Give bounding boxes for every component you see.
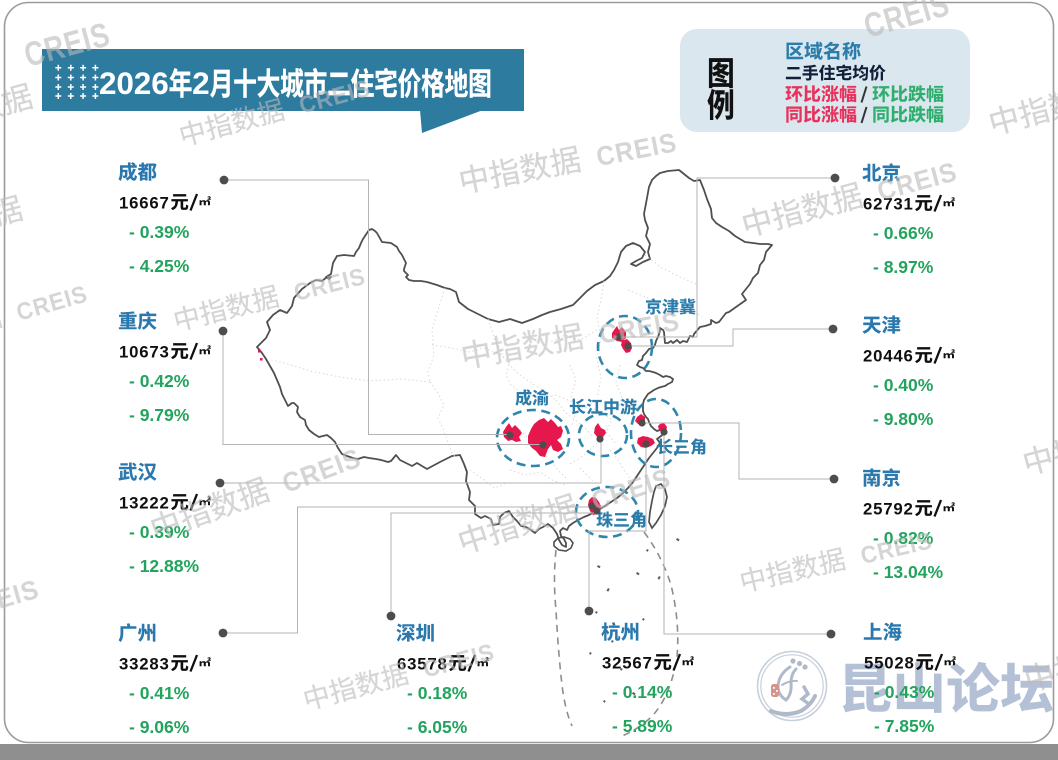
svg-text:- 0.39%: - 0.39% [129,222,190,242]
svg-text:2: 2 [192,65,210,101]
svg-text:20446: 20446 [863,347,914,366]
svg-text:- 6.05%: - 6.05% [407,717,468,737]
svg-text:33283: 33283 [119,655,170,674]
svg-text:16667: 16667 [119,194,170,213]
svg-text:- 0.43%: - 0.43% [874,682,935,702]
svg-text:2: 2 [99,65,117,101]
svg-text:- 9.06%: - 9.06% [129,717,190,737]
svg-text:- 0.41%: - 0.41% [129,683,190,703]
svg-text:- 0.18%: - 0.18% [407,683,468,703]
svg-text:2: 2 [134,65,152,101]
svg-text:6: 6 [151,65,169,101]
svg-text:- 13.04%: - 13.04% [873,562,943,582]
svg-text:13222: 13222 [119,494,170,513]
svg-text:55028: 55028 [864,654,915,673]
svg-text:- 12.88%: - 12.88% [129,556,199,576]
svg-text:- 5.89%: - 5.89% [612,716,673,736]
svg-text:0: 0 [116,65,134,101]
svg-text:- 0.66%: - 0.66% [873,223,934,243]
svg-text:10673: 10673 [119,343,170,362]
svg-text:- 7.85%: - 7.85% [874,716,935,736]
svg-text:- 0.14%: - 0.14% [612,682,673,702]
svg-text:- 9.80%: - 9.80% [873,409,934,429]
svg-text:32567: 32567 [602,654,653,673]
svg-text:- 4.25%: - 4.25% [129,256,190,276]
svg-text:- 0.40%: - 0.40% [873,375,934,395]
svg-text:- 0.42%: - 0.42% [129,371,190,391]
svg-text:- 8.97%: - 8.97% [873,257,934,277]
svg-text:- 9.79%: - 9.79% [129,405,190,425]
svg-text:25792: 25792 [863,500,914,519]
svg-text:- 0.39%: - 0.39% [129,522,190,542]
